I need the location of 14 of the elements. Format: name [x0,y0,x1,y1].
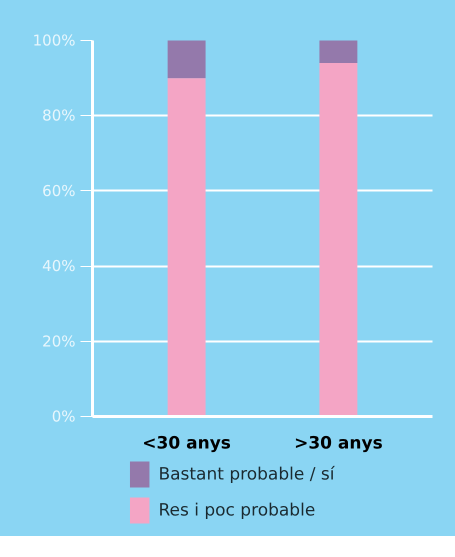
y-tick-label: 0% [52,408,76,426]
bar [319,63,358,416]
x-tick-label: <30 anys [142,434,231,454]
y-tick-label: 40% [42,257,76,276]
y-tick-label: 60% [42,182,76,200]
bar [168,40,206,78]
legend-label: Bastant probable / sí [158,464,336,484]
y-tick-label: 20% [42,332,76,350]
bar [319,40,358,64]
bar [168,78,206,416]
y-tick-label: 80% [42,106,76,125]
y-tick-label: 100% [32,32,76,50]
x-tick-label: >30 anys [294,434,383,454]
legend-label: Res i poc probable [158,500,316,520]
